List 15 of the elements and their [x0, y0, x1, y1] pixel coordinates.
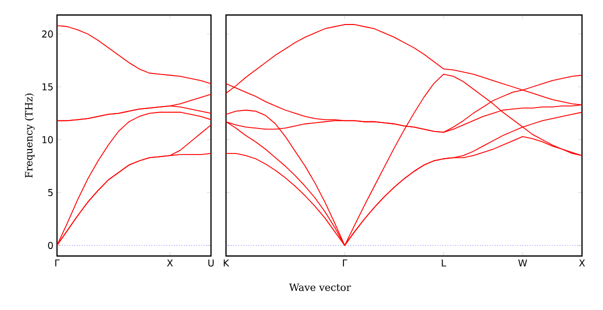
x-tick-label: K — [224, 260, 230, 266]
y-tick-label: 20 — [42, 30, 53, 38]
x-tick-label: W — [518, 260, 528, 266]
x-tick-label: Γ — [55, 260, 60, 266]
y-tick-label: 5 — [48, 189, 53, 196]
x-tick-label: X — [579, 260, 585, 266]
y-tick-label: 0 — [48, 242, 53, 250]
x-tick-label: Γ — [342, 260, 348, 266]
y-tick-label: 10 — [42, 136, 53, 144]
y-axis-title: Frequency (THz) — [24, 94, 35, 178]
x-tick-label: X — [166, 260, 173, 266]
x-tick-label: L — [442, 260, 446, 266]
x-axis-title: Wave vector — [289, 284, 351, 292]
x-tick-label: U — [208, 260, 214, 267]
y-tick-label: 15 — [42, 83, 53, 90]
